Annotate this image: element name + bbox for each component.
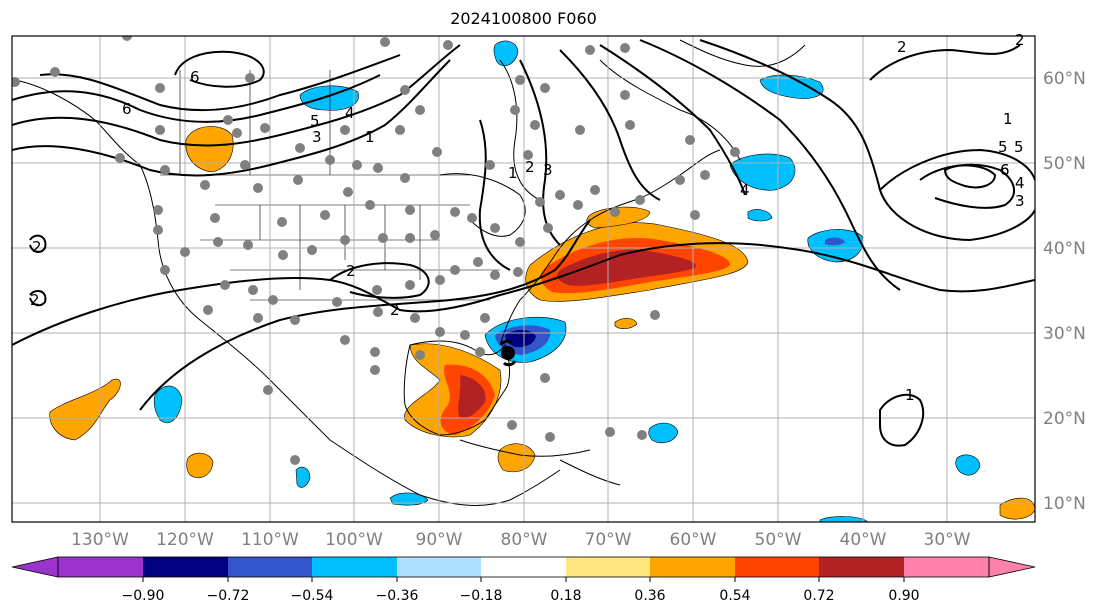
hurricane-icon (499, 339, 517, 367)
contour-label: 4 (345, 104, 355, 122)
colorbar-tick-label: −0.90 (122, 588, 165, 604)
station-dots (12, 36, 740, 465)
colorbar-left-extend (11, 556, 59, 578)
anomaly-negative-hudson (299, 85, 359, 111)
colorbar-segment (566, 557, 650, 577)
colorbar-tick-label: 0.90 (888, 588, 919, 604)
anomaly-negative-east-atl (955, 454, 981, 476)
contour-label: 2 (346, 262, 356, 280)
anomaly-positive-gulf-core (458, 375, 486, 419)
map-frame (11, 35, 1036, 523)
contour-label: 1 (1003, 110, 1013, 128)
contour-label: 2 (390, 301, 400, 319)
longitude-label: 60°W (670, 530, 717, 550)
longitude-label: 100°W (325, 530, 383, 550)
longitude-labels: 130°W 120°W 110°W 100°W 90°W 80°W 70°W 6… (71, 530, 971, 550)
contour-label: 2 (525, 158, 535, 176)
colorbar-ticks (142, 577, 905, 582)
contour-label: 2 (897, 38, 907, 56)
colorbar-segment (819, 557, 904, 577)
contour-label: 1 (365, 128, 375, 146)
anomaly-positive-caribbean (497, 443, 536, 473)
colorbar-segment (143, 557, 228, 577)
anomaly-positive-pacific (49, 378, 121, 441)
colorbar-frame (57, 556, 990, 578)
contour-label: 6 (190, 68, 200, 86)
longitude-label: 70°W (585, 530, 632, 550)
anomaly-negative-pacific-small (295, 466, 311, 488)
colorbar: −0.90 −0.72 −0.54 −0.36 −0.18 0.18 0.36 … (11, 556, 1036, 604)
latitude-label: 30°N (1043, 324, 1086, 344)
anomaly-negative-baffin (493, 40, 519, 67)
colorbar-tick-label: 0.54 (719, 588, 750, 604)
latitude-label: 10°N (1043, 494, 1086, 514)
colorbar-segment (650, 557, 735, 577)
contour-label: 5 (998, 138, 1008, 156)
colorbar-segment (735, 557, 819, 577)
map-title: 2024100800 F060 (450, 9, 597, 28)
colorbar-tick-label: −0.18 (460, 588, 503, 604)
contour-label: 1 (508, 164, 518, 182)
anomaly-negative-sa (819, 516, 869, 522)
anomaly-positive-canada (185, 126, 234, 173)
anomaly-negative-pacific (153, 385, 183, 424)
contour-label: 5 (1014, 138, 1024, 156)
colorbar-segment (312, 557, 397, 577)
longitude-label: 130°W (71, 530, 129, 550)
colorbar-tick-label: −0.72 (207, 588, 250, 604)
longitude-label: 30°W (924, 530, 971, 550)
longitude-label: 50°W (755, 530, 802, 550)
anomaly-negative-caribbean-e (648, 422, 679, 444)
latitude-label: 60°N (1043, 69, 1086, 89)
colorbar-tick-label: −0.54 (291, 588, 334, 604)
latitude-label: 20°N (1043, 409, 1086, 429)
contour-label: 5 (310, 112, 320, 130)
colorbar-segment (58, 557, 143, 577)
contour-label: 3 (543, 161, 553, 179)
longitude-label: 40°W (840, 530, 887, 550)
latitude-label: 40°N (1043, 239, 1086, 259)
colorbar-right-extend (988, 556, 1036, 578)
colorbar-tick-label: 0.36 (634, 588, 665, 604)
latitude-label: 50°N (1043, 154, 1086, 174)
contour-label: 2 (1015, 31, 1025, 49)
colorbar-tick-label: 0.18 (550, 588, 581, 604)
longitude-label: 90°W (416, 530, 463, 550)
anomaly-negative-small (747, 209, 773, 222)
contour-label: 6 (1000, 161, 1010, 179)
contour-label: 2 (32, 238, 42, 256)
anomaly-positive-atlantic-core (557, 249, 696, 286)
longitude-label: 80°W (501, 530, 548, 550)
anomaly-positive-small1 (614, 318, 638, 330)
contour-label: 4 (1015, 174, 1025, 192)
colorbar-segment (397, 557, 481, 577)
contour-label: 1 (905, 386, 915, 404)
longitude-label: 120°W (156, 530, 214, 550)
colorbar-segment (228, 557, 312, 577)
colorbar-tick-label: −0.36 (376, 588, 419, 604)
contour-label: 6 (1000, 161, 1010, 179)
colorbar-segment (904, 557, 989, 577)
anomaly-positive-pacific2 (186, 452, 214, 479)
anomaly-shading (49, 40, 1035, 522)
anomaly-negative-southeast-core (505, 329, 536, 348)
contour-label: 4 (740, 181, 750, 199)
contour-label-group: 6 6 5 4 3 1 2 2 2 1 2 3 4 5 6 2 1 5 6 4 … (30, 31, 1025, 404)
colorbar-segment (481, 557, 566, 577)
anomaly-negative-mexico (389, 492, 429, 506)
contour-label: 3 (312, 128, 322, 146)
anomaly-negative-atlantic-ne-core (825, 237, 845, 246)
longitude-label: 110°W (241, 530, 299, 550)
latitude-labels: 60°N 50°N 40°N 30°N 20°N 10°N (1043, 69, 1086, 514)
contour-label: 6 (122, 100, 132, 118)
contour-label: 3 (1015, 192, 1025, 210)
contour-lines (12, 39, 1035, 447)
colorbar-tick-label: 0.72 (803, 588, 834, 604)
contour-label: 2 (30, 291, 40, 309)
